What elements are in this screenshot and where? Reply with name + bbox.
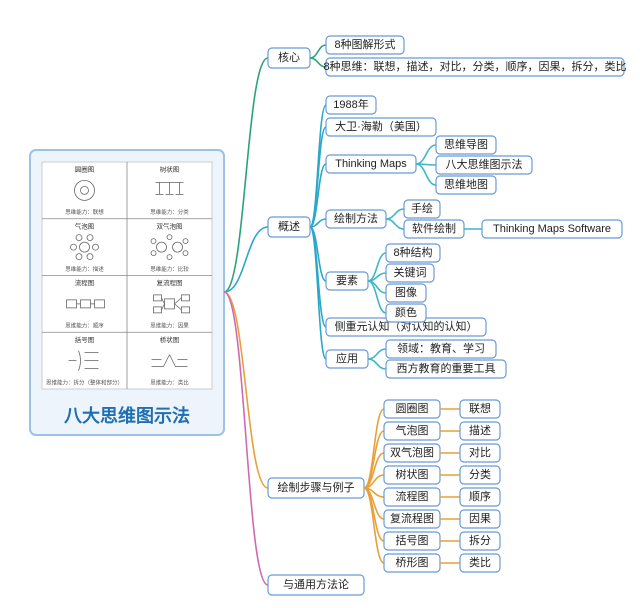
node-tm-c2-label: 思维地图 <box>444 178 488 191</box>
node-core-c0-label: 8种图解形式 <box>334 37 395 51</box>
node-method-label: 与通用方法论 <box>283 577 349 591</box>
node-step-a6-label: 括号图 <box>396 533 429 547</box>
node-step-b1-label: 描述 <box>469 423 491 437</box>
node-steps-label: 绘制步骤与例子 <box>278 480 355 494</box>
node-core-label: 核心 <box>278 50 300 64</box>
edge-tm-2 <box>416 164 436 185</box>
thumb-cap-7: 思维能力：类比 <box>150 378 189 386</box>
node-step-a4-label: 流程图 <box>396 489 429 503</box>
thumb-title-2: 气泡图 <box>75 221 95 230</box>
edge-ov-app <box>310 227 326 359</box>
edge-step-1 <box>364 431 384 488</box>
thumb-title-7: 桥状图 <box>160 335 180 344</box>
node-step-b3-label: 分类 <box>469 467 491 481</box>
thumb-title-4: 流程图 <box>75 278 95 287</box>
thumb-cap-1: 思维能力：分类 <box>150 208 189 216</box>
node-step-a0-label: 圆圈图 <box>396 402 429 415</box>
node-step-b4-label: 顺序 <box>469 489 491 503</box>
node-ov-draw-label: 绘制方法 <box>334 211 378 225</box>
node-step-a2-label: 双气泡图 <box>390 445 434 459</box>
edge-root-core <box>224 58 268 292</box>
thumb-icon-1 <box>156 182 184 194</box>
node-step-a1-label: 气泡图 <box>396 423 429 437</box>
thumb-cap-5: 思维能力：因果 <box>150 322 189 330</box>
node-core-c1-label: 8种思维：联想，描述，对比，分类，顺序，因果，拆分，类比 <box>323 59 626 73</box>
thumb-title-6: 括号图 <box>75 335 95 344</box>
edge-root-steps <box>224 292 268 488</box>
thumb-cap-2: 思维能力：描述 <box>65 265 104 273</box>
thumb-title-3: 双气泡图 <box>157 221 183 230</box>
node-ov_author-label: 大卫·海勒（美国） <box>335 119 427 133</box>
edge-tm-0 <box>416 145 436 164</box>
edge-draw-sw <box>386 219 404 229</box>
node-ov-tm-label: Thinking Maps <box>335 158 407 170</box>
node-step-b7-label: 类比 <box>469 555 491 569</box>
node-app-c1-label: 西方教育的重要工具 <box>397 361 496 375</box>
node-step-a5-label: 复流程图 <box>390 511 434 525</box>
mindmap-canvas: 圆圈图思维能力：联想树状图思维能力：分类气泡图思维能力：描述双气泡图思维能力：比… <box>0 0 640 608</box>
node-step-a3-label: 树状图 <box>396 467 429 481</box>
edge-root-method <box>224 292 268 585</box>
node-tm-c1-label: 八大思维图示法 <box>446 157 523 171</box>
edge-ov-p1 <box>310 127 326 227</box>
edge-draw-hand <box>386 209 404 219</box>
thumb-cap-6: 思维能力：拆分（整体和部分） <box>46 378 123 386</box>
node-elem-c3-label: 颜色 <box>395 305 417 319</box>
node-step-b2-label: 对比 <box>469 445 491 459</box>
node-draw-hand-label: 手绘 <box>411 201 433 215</box>
thumb-cap-4: 思维能力：顺序 <box>65 322 104 330</box>
node-ov-elem-label: 要素 <box>336 274 358 287</box>
thumb-title-1: 树状图 <box>160 165 180 174</box>
edge-app-1 <box>368 359 386 369</box>
thumb-cap-3: 思维能力：比较 <box>150 265 189 273</box>
node-elem-c2-label: 图像 <box>395 286 417 299</box>
node-draw-swv-label: Thinking Maps Software <box>493 223 611 235</box>
edge-app-0 <box>368 349 386 359</box>
thumb-cap-0: 思维能力：联想 <box>65 208 104 216</box>
node-step-b5-label: 因果 <box>469 512 491 525</box>
node-step-b0-label: 联想 <box>469 401 491 415</box>
thumb-title-5: 复流程图 <box>157 278 183 287</box>
node-tm-c0-label: 思维导图 <box>444 138 488 151</box>
node-elem-c0-label: 8种结构 <box>393 245 432 259</box>
node-ov-label: 概述 <box>278 220 300 233</box>
root-title: 八大思维图示法 <box>64 405 190 426</box>
thumb-title-0: 圆圈图 <box>75 166 95 174</box>
node-app-c0-label: 领域：教育、学习 <box>397 341 485 355</box>
node-step-a7-label: 桥形图 <box>396 556 429 569</box>
node-ov_year-label: 1988年 <box>333 97 368 111</box>
edge-step-7 <box>364 488 384 563</box>
node-step-b6-label: 拆分 <box>469 533 491 547</box>
node-ov-app-label: 应用 <box>336 351 358 365</box>
node-elem-c1-label: 关键词 <box>394 265 427 279</box>
edge-core-0 <box>310 45 326 58</box>
node-draw-sw-label: 软件绘制 <box>412 221 456 235</box>
